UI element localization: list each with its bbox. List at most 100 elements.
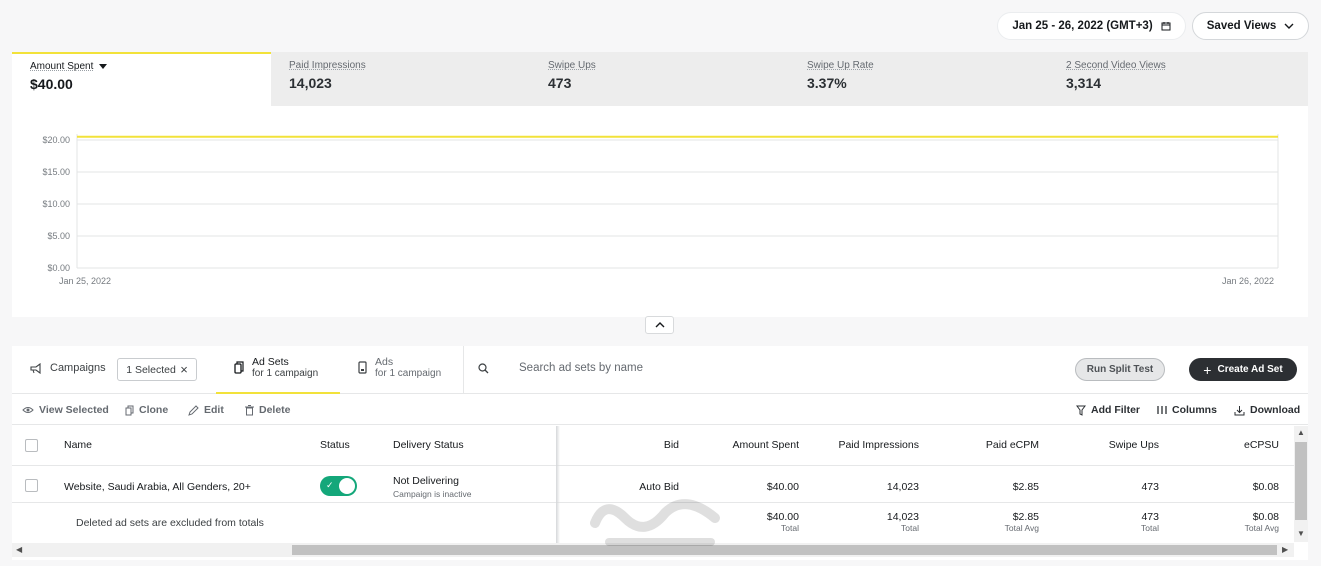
ad-set-name[interactable]: Website, Saudi Arabia, All Genders, 20+ [64, 481, 251, 493]
selected-filter-chip[interactable]: 1 Selected × [117, 358, 197, 381]
clone-label: Clone [139, 404, 169, 416]
active-tab-indicator [216, 392, 340, 394]
divider [463, 346, 464, 394]
metric-video-views[interactable]: 2 Second Video Views 3,314 [1048, 52, 1307, 106]
delete-button[interactable]: Delete [245, 404, 291, 416]
ad-sets-table: Name Status Delivery Status Bid Amount S… [12, 426, 1294, 543]
caret-down-icon[interactable] [99, 63, 108, 69]
tab-ads-text: Ads for 1 campaign [375, 356, 441, 379]
status-toggle[interactable]: ✓ [320, 476, 357, 496]
col-header-swipe-ups[interactable]: Swipe Ups [1108, 439, 1159, 451]
metric-label: Paid Impressions [289, 60, 366, 71]
y-tick-label: $0.00 [47, 263, 70, 273]
horizontal-scrollbar[interactable]: ◀ ▶ [12, 543, 1294, 557]
scroll-down-arrow-icon[interactable]: ▼ [1297, 529, 1305, 538]
col-header-paid-ecpm[interactable]: Paid eCPM [985, 439, 1039, 451]
download-button[interactable]: Download [1234, 404, 1300, 416]
calendar-icon [1161, 22, 1171, 31]
scroll-left-arrow-icon[interactable]: ◀ [16, 545, 23, 554]
horizontal-scroll-thumb[interactable] [292, 545, 1277, 555]
tab-campaigns[interactable]: Campaigns [30, 362, 106, 374]
tab-campaigns-label: Campaigns [50, 362, 106, 374]
row-checkbox[interactable] [25, 479, 38, 492]
tab-ads-title: Ads [375, 356, 394, 368]
create-ad-set-button[interactable]: + Create Ad Set [1189, 358, 1297, 381]
y-tick-label: $15.00 [42, 167, 70, 177]
total-label: Total [781, 523, 799, 533]
clone-icon [125, 405, 134, 415]
date-range-picker[interactable]: Jan 25 - 26, 2022 (GMT+3) [997, 12, 1186, 40]
col-header-paid-impressions[interactable]: Paid Impressions [838, 439, 919, 451]
tab-ads[interactable]: Ads for 1 campaign [358, 356, 441, 379]
paid-impressions-value: 14,023 [886, 481, 919, 493]
filter-icon [1076, 405, 1086, 416]
add-filter-button[interactable]: Add Filter [1076, 404, 1140, 416]
table-header-row: Name Status Delivery Status Bid Amount S… [12, 426, 1294, 466]
columns-button[interactable]: Columns [1157, 404, 1217, 416]
y-tick-label: $10.00 [42, 199, 70, 209]
add-filter-label: Add Filter [1091, 404, 1140, 416]
metric-value: 3.37% [807, 75, 847, 91]
metric-paid-impressions[interactable]: Paid Impressions 14,023 [271, 52, 530, 106]
select-all-checkbox[interactable] [25, 439, 38, 452]
total-swipe-ups: 473 Total [1059, 511, 1159, 533]
saved-views-button[interactable]: Saved Views [1192, 12, 1309, 40]
scroll-up-arrow-icon[interactable]: ▲ [1297, 428, 1305, 437]
total-value: $0.08 [1252, 511, 1279, 523]
metric-swipe-ups[interactable]: Swipe Ups 473 [530, 52, 789, 106]
create-ad-set-label: Create Ad Set [1217, 364, 1283, 375]
totals-note: Deleted ad sets are excluded from totals [76, 517, 264, 529]
col-header-amount-spent[interactable]: Amount Spent [732, 439, 799, 451]
col-header-ecpsu[interactable]: eCPSU [1243, 439, 1279, 451]
frozen-column-divider [556, 426, 560, 543]
col-header-status[interactable]: Status [320, 439, 350, 451]
columns-label: Columns [1172, 404, 1217, 416]
ad-sets-table-card: Campaigns 1 Selected × Ad Sets for 1 cam… [12, 346, 1308, 560]
toggle-knob [339, 478, 355, 494]
totals-row: Deleted ad sets are excluded from totals… [12, 503, 1294, 543]
total-value: $2.85 [1012, 511, 1039, 523]
columns-icon [1157, 406, 1167, 414]
table-row[interactable]: Website, Saudi Arabia, All Genders, 20+ … [12, 466, 1294, 503]
chevron-down-icon [1284, 23, 1294, 29]
search-input[interactable]: Search ad sets by name [519, 362, 644, 374]
metric-value: $40.00 [30, 76, 73, 92]
bid-value: Auto Bid [639, 481, 679, 493]
collapse-chart-button[interactable] [645, 316, 674, 334]
ad-sets-icon [234, 361, 244, 374]
tab-ads-sub: for 1 campaign [375, 368, 442, 379]
delivery-status: Not Delivering Campaign is inactive [393, 475, 471, 499]
megaphone-icon [30, 362, 41, 374]
vertical-scrollbar[interactable]: ▲ ▼ [1294, 426, 1308, 542]
metric-label: Amount Spent [30, 61, 94, 72]
check-icon: ✓ [326, 480, 334, 490]
col-header-bid[interactable]: Bid [663, 439, 679, 451]
edit-button[interactable]: Edit [188, 404, 224, 416]
metric-amount-spent[interactable]: Amount Spent $40.00 [12, 52, 271, 106]
run-split-test-button[interactable]: Run Split Test [1075, 358, 1165, 381]
y-tick-label: $5.00 [47, 231, 70, 241]
tab-ad-sets[interactable]: Ad Sets for 1 campaign [234, 356, 318, 379]
col-header-delivery[interactable]: Delivery Status [393, 439, 464, 451]
metrics-bar: Amount Spent $40.00 Paid Impressions 14,… [12, 52, 1308, 106]
total-paid-impressions: 14,023 Total [819, 511, 919, 533]
vertical-scroll-thumb[interactable] [1295, 442, 1307, 520]
x-tick-label: Jan 25, 2022 [59, 276, 111, 286]
tab-ad-sets-text: Ad Sets for 1 campaign [252, 356, 318, 379]
clone-button[interactable]: Clone [125, 404, 168, 416]
col-header-name[interactable]: Name [64, 439, 93, 451]
edit-label: Edit [204, 404, 224, 416]
metric-swipe-up-rate[interactable]: Swipe Up Rate 3.37% [789, 52, 1048, 106]
scroll-right-arrow-icon[interactable]: ▶ [1282, 545, 1289, 554]
metric-value: 3,314 [1066, 75, 1102, 91]
delivery-status-text: Not Delivering [393, 475, 459, 487]
entity-tabs: Campaigns 1 Selected × Ad Sets for 1 cam… [12, 346, 1308, 394]
saved-views-label: Saved Views [1206, 20, 1277, 32]
total-label: Total Avg [1004, 523, 1039, 533]
view-selected-label: View Selected [39, 404, 109, 416]
search-bar[interactable]: Search ad sets by name [478, 362, 643, 374]
actions-toolbar: View Selected Clone Edit Delete Add Filt… [12, 395, 1308, 425]
close-icon[interactable]: × [180, 362, 188, 377]
total-value: $40.00 [766, 511, 799, 523]
view-selected-button[interactable]: View Selected [22, 404, 109, 416]
